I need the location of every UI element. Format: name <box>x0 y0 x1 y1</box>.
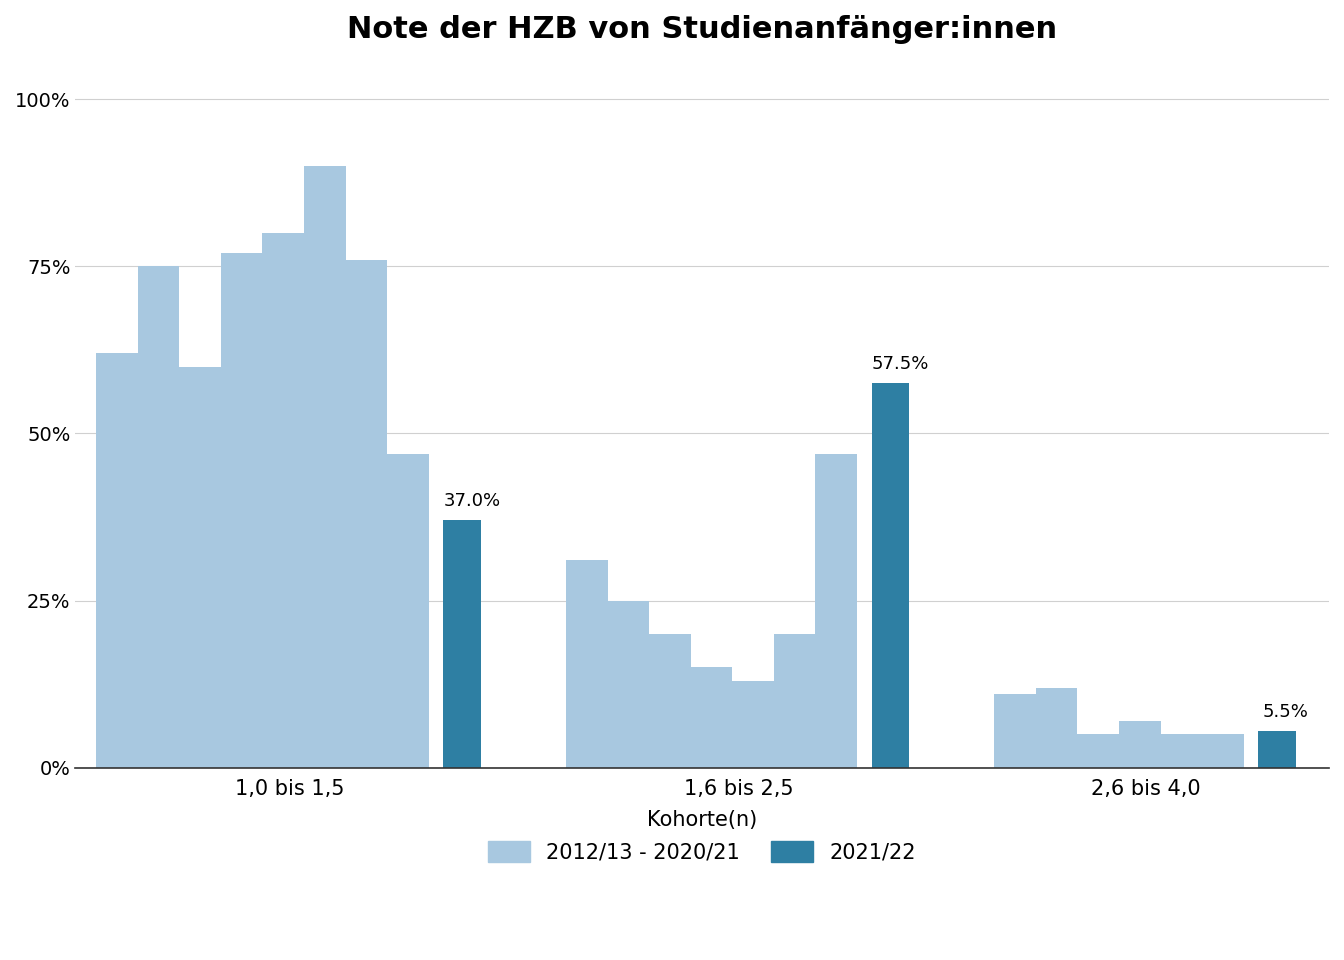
Bar <box>816 453 857 768</box>
Bar <box>304 166 345 768</box>
Bar <box>607 601 649 768</box>
Bar <box>566 561 607 768</box>
Bar <box>387 453 429 768</box>
Bar <box>995 694 1036 768</box>
Bar <box>97 353 137 768</box>
Bar <box>262 233 304 768</box>
Text: 5.5%: 5.5% <box>1262 703 1308 721</box>
Bar <box>137 266 179 768</box>
Text: 57.5%: 57.5% <box>872 355 929 373</box>
Bar <box>1036 687 1078 768</box>
Bar <box>220 253 262 768</box>
Bar <box>872 383 909 768</box>
Legend: 2012/13 - 2020/21, 2021/22: 2012/13 - 2020/21, 2021/22 <box>488 810 917 863</box>
Bar <box>649 634 691 768</box>
Bar <box>1202 734 1243 768</box>
Bar <box>691 667 732 768</box>
Bar <box>732 681 774 768</box>
Text: 37.0%: 37.0% <box>444 492 500 511</box>
Bar <box>179 367 220 768</box>
Bar <box>1078 734 1120 768</box>
Bar <box>444 520 481 768</box>
Bar <box>1120 721 1161 768</box>
Bar <box>1258 731 1296 768</box>
Title: Note der HZB von Studienanfänger:innen: Note der HZB von Studienanfänger:innen <box>347 15 1058 44</box>
Bar <box>1161 734 1202 768</box>
Bar <box>774 634 816 768</box>
Bar <box>345 259 387 768</box>
